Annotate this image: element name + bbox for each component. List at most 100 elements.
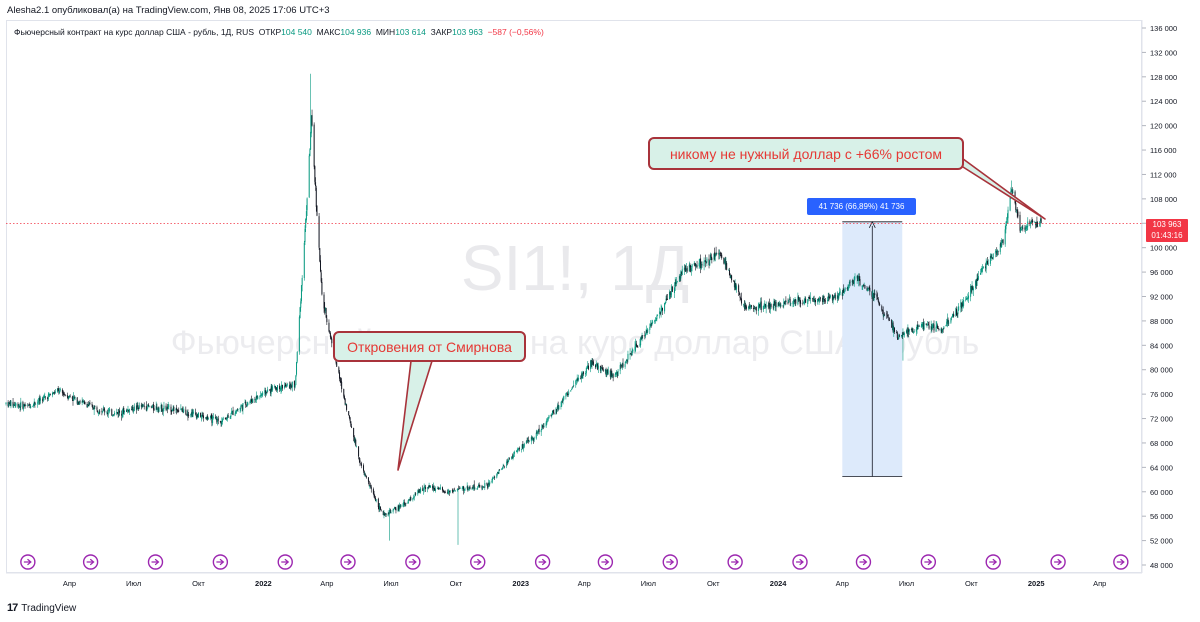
event-icon[interactable] [792,554,808,570]
candle [634,341,636,354]
candle [1040,217,1042,224]
candle [659,307,661,319]
candle [615,372,617,375]
event-icon[interactable] [920,554,937,570]
footer-brand[interactable]: 17 TradingView [7,602,76,614]
candle [864,284,866,289]
candle [48,392,50,397]
candle [471,487,473,491]
candle [976,274,978,286]
candle [221,418,223,425]
candle [957,306,959,318]
event-icon[interactable] [20,554,36,570]
candle [971,281,973,295]
candle [459,486,461,489]
x-tick-label: Окт [965,579,978,588]
event-icon[interactable] [405,554,421,570]
candle [709,252,711,261]
candle [654,319,656,324]
y-tick-label: 120 000 [1150,122,1177,131]
event-icon[interactable] [1050,554,1066,570]
candle [779,302,781,309]
candle [773,298,775,311]
candle [946,313,948,328]
candle [186,413,188,416]
candle [915,326,917,336]
candle [487,483,489,490]
event-icon[interactable] [855,554,872,570]
annotation-smirnov[interactable]: Откровения от Смирнова [333,331,526,362]
candle [963,297,965,309]
candle [227,412,229,418]
candle [458,486,460,490]
candle [587,363,589,371]
candle [965,296,967,302]
event-icon[interactable] [985,554,1001,570]
candle [666,293,668,300]
candle [40,396,42,404]
candle [407,500,409,504]
candle [686,266,688,273]
candle [706,256,708,267]
candle [126,408,128,414]
event-icon[interactable] [662,554,678,570]
candle [111,414,113,417]
candle [676,276,678,287]
candle [473,480,475,491]
candle [202,412,204,418]
candle [841,290,843,300]
candle [457,488,459,545]
candle [787,298,789,305]
tradingview-logo-icon: 17 [7,602,18,614]
candle [566,391,568,397]
event-icon[interactable] [597,554,614,570]
event-icon[interactable] [212,554,229,570]
event-icon[interactable] [340,554,356,570]
candle [665,295,667,304]
candle [109,406,111,414]
candle [138,406,140,412]
event-icon[interactable] [277,554,293,570]
candle [748,302,750,309]
candle [573,380,575,388]
event-icon[interactable] [147,554,164,570]
candle [516,450,518,453]
event-icon[interactable] [1113,554,1129,570]
candle [827,297,829,304]
candle [744,300,746,310]
candle [627,350,629,363]
measure-label[interactable]: 41 736 (66,89%) 41 736 [807,198,916,215]
event-icon[interactable] [534,554,551,570]
candle [236,409,238,414]
price-axis[interactable]: 136 000 132 000 128 000 124 000 120 000 116 0… [1141,20,1177,573]
candle [458,485,460,490]
candle [348,410,350,416]
candle [252,398,254,404]
candle [611,372,613,378]
candle [637,345,639,348]
candle [1025,225,1027,234]
candle [882,309,884,314]
x-tick-label: Апр [578,579,591,588]
candle [374,495,376,502]
candle [585,370,587,377]
candle [326,315,328,326]
candle [389,507,391,541]
candle [606,368,608,376]
time-axis[interactable]: Апр Июл Окт 2022 Апр Июл Окт 2023 Апр Июл Окт 2024 А… [6,572,1142,588]
event-icon[interactable] [727,554,743,570]
candle [684,264,686,272]
event-icon[interactable] [82,554,99,570]
candle [753,305,755,310]
candle [856,275,858,284]
event-icon[interactable] [470,554,486,570]
candle [664,301,666,305]
candle [37,398,39,405]
candle [78,401,80,406]
candle [941,327,943,334]
candle [295,374,297,386]
annotation-dollar[interactable]: никому не нужный доллар с +66% ростом [648,137,964,170]
candle [571,388,573,390]
candle [430,485,432,489]
